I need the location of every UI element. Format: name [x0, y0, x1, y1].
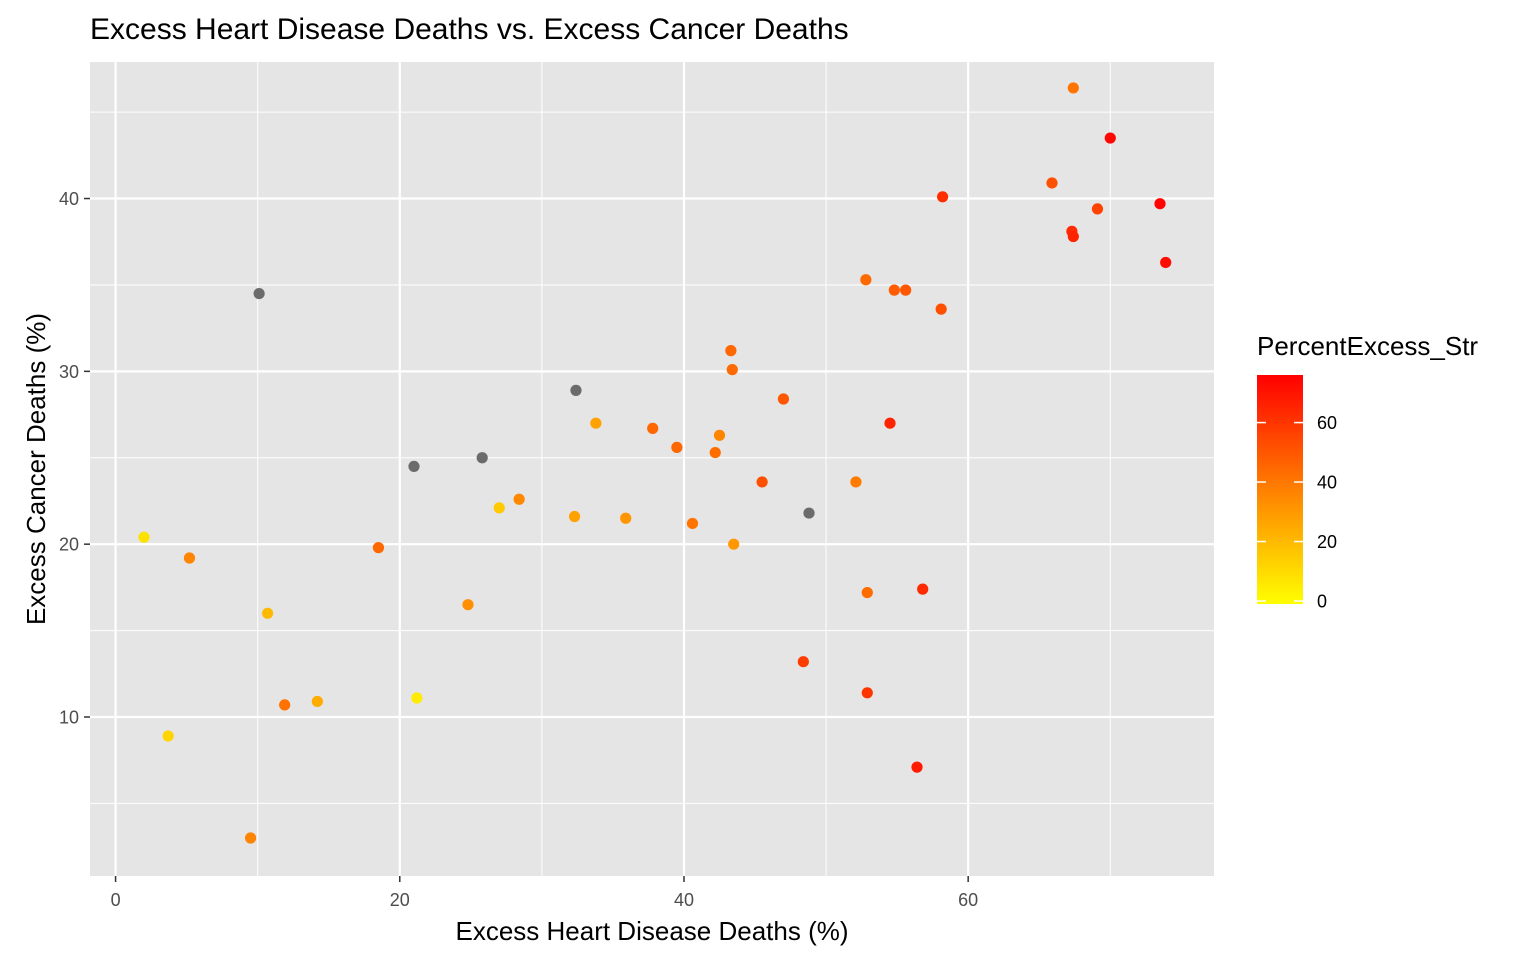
data-point	[262, 607, 274, 619]
data-point	[647, 422, 659, 434]
data-point	[861, 586, 873, 599]
data-point	[1104, 132, 1116, 144]
data-point	[726, 364, 738, 376]
data-point	[860, 274, 872, 286]
y-tick-label: 40	[59, 189, 79, 209]
x-axis-title: Excess Heart Disease Deaths (%)	[455, 916, 848, 946]
data-point	[728, 538, 740, 550]
data-point	[493, 502, 505, 514]
legend-tick-label: 20	[1317, 532, 1337, 552]
data-point	[279, 699, 291, 711]
grid-major	[90, 62, 1214, 876]
data-point	[462, 599, 474, 611]
legend-tick-label: 40	[1317, 473, 1337, 493]
chart-title: Excess Heart Disease Deaths vs. Excess C…	[90, 13, 849, 46]
data-points	[138, 82, 1172, 844]
data-point	[1067, 82, 1079, 94]
legend: PercentExcess_Str 0 20 40 60	[1257, 331, 1478, 612]
data-point	[709, 446, 721, 459]
data-point	[620, 512, 632, 524]
data-point	[568, 510, 581, 523]
data-point	[725, 345, 737, 357]
x-axis-ticks: 0 20 40 60	[111, 876, 978, 910]
legend-ticks: 0 20 40 60	[1257, 413, 1337, 612]
data-point	[1154, 198, 1166, 210]
data-point	[917, 583, 929, 595]
legend-tick-label: 0	[1317, 592, 1327, 612]
data-point	[1091, 203, 1104, 215]
data-point	[911, 761, 923, 773]
data-point	[590, 417, 602, 429]
data-point	[686, 517, 699, 530]
y-axis-ticks: 10 20 30 40	[59, 189, 90, 728]
data-point	[888, 284, 900, 296]
data-point	[1160, 256, 1172, 269]
data-point	[183, 552, 196, 564]
data-point	[936, 191, 949, 203]
data-point	[803, 507, 815, 519]
y-tick-label: 20	[59, 535, 79, 555]
data-point	[372, 542, 385, 554]
data-point	[756, 476, 768, 488]
data-point	[884, 417, 896, 429]
legend-title: PercentExcess_Str	[1257, 331, 1478, 361]
y-tick-label: 30	[59, 362, 79, 382]
plot-panel	[90, 62, 1214, 876]
data-point	[138, 531, 150, 543]
data-point	[797, 656, 809, 668]
data-point	[408, 460, 420, 473]
y-tick-label: 10	[59, 708, 79, 728]
data-point	[244, 832, 257, 844]
data-point	[850, 476, 862, 488]
data-point	[777, 393, 790, 405]
legend-colorbar	[1257, 375, 1303, 604]
data-point	[513, 493, 525, 505]
x-tick-label: 40	[674, 890, 694, 910]
data-point	[713, 429, 726, 441]
legend-tick-label: 60	[1317, 413, 1337, 433]
x-tick-label: 60	[958, 890, 978, 910]
data-point	[1046, 177, 1058, 189]
data-point	[311, 695, 323, 708]
data-point	[411, 692, 423, 704]
data-point	[570, 384, 582, 396]
data-point	[162, 730, 174, 742]
data-point	[671, 441, 683, 453]
x-tick-label: 0	[111, 890, 121, 910]
data-point	[476, 452, 488, 464]
data-point	[1067, 230, 1079, 243]
data-point	[935, 303, 947, 315]
x-tick-label: 20	[390, 890, 410, 910]
data-point	[253, 287, 265, 300]
data-point	[861, 687, 873, 699]
data-point	[900, 284, 912, 296]
y-axis-title: Excess Cancer Deaths (%)	[21, 313, 51, 625]
